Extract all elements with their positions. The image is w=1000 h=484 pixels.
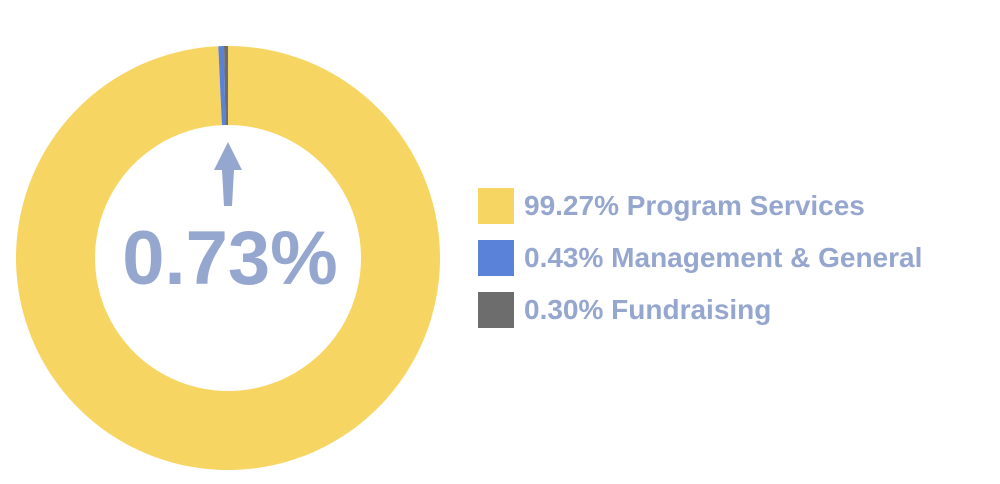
center-arrow bbox=[214, 142, 242, 206]
chart-legend: 99.27% Program Services 0.43% Management… bbox=[478, 188, 998, 344]
center-value-label: 0.73% bbox=[122, 216, 338, 301]
legend-item-program-services: 99.27% Program Services bbox=[478, 188, 998, 224]
slice-program-services bbox=[15, 46, 440, 471]
legend-swatch-program-services bbox=[478, 188, 514, 224]
legend-label-program-services: 99.27% Program Services bbox=[524, 190, 865, 221]
legend-label-fundraising: 0.30% Fundraising bbox=[524, 294, 772, 325]
legend-swatch-fundraising bbox=[478, 292, 514, 328]
legend-item-management-general: 0.43% Management & General bbox=[478, 240, 998, 276]
slice-management-general bbox=[218, 46, 226, 126]
legend-label-management-general: 0.43% Management & General bbox=[524, 242, 923, 273]
donut-slices bbox=[15, 46, 440, 471]
legend-item-fundraising: 0.30% Fundraising bbox=[478, 292, 998, 328]
legend-swatch-management-general bbox=[478, 240, 514, 276]
slice-fundraising bbox=[224, 46, 228, 126]
